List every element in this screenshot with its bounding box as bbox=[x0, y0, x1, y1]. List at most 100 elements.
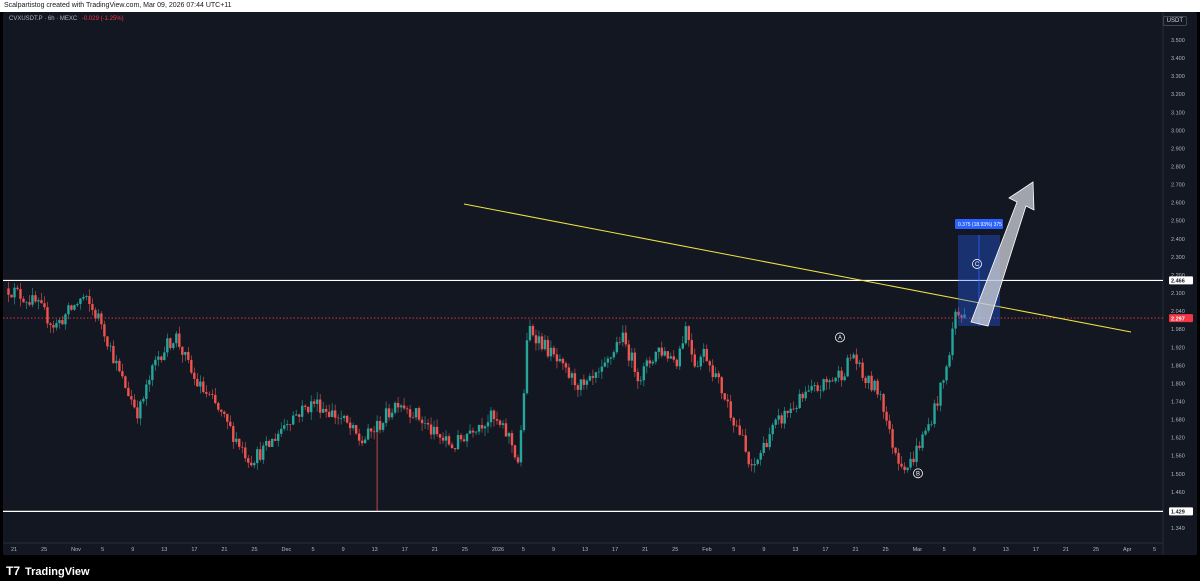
candle-body bbox=[456, 435, 460, 450]
candle-body bbox=[220, 409, 223, 412]
y-tick-label: 2.800 bbox=[1171, 165, 1185, 171]
caption-text: Scalpartistog created with TradingView.c… bbox=[4, 2, 232, 9]
candle-body bbox=[468, 430, 472, 434]
candle-body bbox=[963, 314, 966, 318]
x-tick-label: Mar bbox=[913, 547, 923, 553]
candle-body bbox=[169, 338, 172, 349]
candle-body bbox=[199, 381, 202, 387]
candle-body bbox=[79, 298, 82, 304]
wave-label-circle bbox=[972, 259, 982, 269]
candle-body bbox=[768, 434, 771, 448]
candle-body bbox=[618, 342, 622, 343]
candle-body bbox=[393, 402, 397, 413]
candle-body bbox=[163, 352, 166, 361]
candle-body bbox=[513, 445, 517, 458]
candle-body bbox=[609, 357, 613, 359]
candle-body bbox=[238, 438, 241, 447]
candle-body bbox=[375, 420, 379, 433]
candle-body bbox=[636, 371, 640, 382]
y-tick-label: 3.100 bbox=[1171, 110, 1185, 116]
candle-body bbox=[268, 441, 271, 447]
y-tick-label: 3.200 bbox=[1171, 92, 1185, 98]
candle-body bbox=[606, 358, 610, 363]
trendline[interactable] bbox=[463, 203, 1132, 333]
candle-body bbox=[936, 403, 939, 406]
x-tick-label: 9 bbox=[973, 547, 976, 553]
candle-body bbox=[444, 436, 448, 441]
candle-body bbox=[942, 380, 945, 383]
wave-label-circle bbox=[913, 468, 923, 479]
y-tick-label: 2.100 bbox=[1171, 291, 1185, 297]
candle-body bbox=[127, 387, 130, 397]
candle-body bbox=[435, 426, 439, 435]
candle-body bbox=[867, 375, 870, 384]
candle-body bbox=[157, 356, 160, 360]
candle-body bbox=[525, 340, 529, 394]
candle-body bbox=[522, 393, 526, 431]
candle-body bbox=[888, 420, 891, 430]
candle-body bbox=[402, 405, 406, 409]
candle-body bbox=[813, 385, 816, 387]
brand-name: TradingView bbox=[25, 566, 90, 578]
candle-body bbox=[10, 294, 13, 298]
x-tick-label: 5 bbox=[732, 547, 735, 553]
candle-body bbox=[420, 419, 424, 424]
candle-body bbox=[217, 403, 220, 410]
price-chart[interactable]: 3.500 3.400 3.300 3.200 3.100 3.000 2.900 2.800… bbox=[3, 12, 1197, 555]
candle-body bbox=[774, 419, 777, 425]
candle-body bbox=[741, 434, 744, 436]
x-tick-label: 21 bbox=[221, 547, 227, 553]
candle-body bbox=[139, 401, 142, 419]
candle-body bbox=[552, 347, 556, 355]
candle-body bbox=[840, 370, 843, 381]
x-tick-label: Dec bbox=[281, 547, 291, 553]
candle-body bbox=[747, 451, 750, 465]
x-tick-label: 9 bbox=[131, 547, 134, 553]
candle-body bbox=[921, 434, 924, 448]
candle-body bbox=[52, 324, 55, 328]
symbol-legend: CVXUSDT.P · 6h · MEXC -0.029 (-1.25%) bbox=[9, 16, 124, 22]
candle-body bbox=[771, 424, 774, 435]
candle-body bbox=[792, 408, 795, 410]
projection-arrow-icon[interactable] bbox=[970, 181, 1035, 327]
candle-body bbox=[357, 433, 361, 441]
candle-body bbox=[585, 380, 589, 385]
x-tick-label: 17 bbox=[1033, 547, 1039, 553]
candle-body bbox=[681, 343, 684, 349]
candle-body bbox=[172, 343, 175, 349]
chart-area[interactable]: 3.500 3.400 3.300 3.200 3.100 3.000 2.900 2.800… bbox=[3, 12, 1197, 555]
candle-body bbox=[366, 428, 370, 440]
candle-body bbox=[633, 352, 637, 372]
candle-body bbox=[819, 390, 822, 392]
candle-body bbox=[405, 408, 409, 410]
x-tick-label: 25 bbox=[672, 547, 678, 553]
candle-body bbox=[822, 379, 825, 391]
y-tick-label: 1.620 bbox=[1171, 436, 1185, 442]
y-tick-label: 1.920 bbox=[1171, 345, 1185, 351]
candle-body bbox=[295, 414, 298, 416]
candle-body bbox=[289, 424, 292, 425]
candle-body bbox=[121, 371, 124, 377]
x-tick-label: 5 bbox=[522, 547, 525, 553]
candle-body bbox=[250, 462, 253, 466]
y-tick-label: 2.300 bbox=[1171, 255, 1185, 261]
wave-label: B bbox=[916, 472, 920, 478]
candle-body bbox=[933, 403, 936, 424]
y-tick-label: 1.860 bbox=[1171, 363, 1185, 369]
x-tick-label: 13 bbox=[161, 547, 167, 553]
candle-body bbox=[292, 415, 295, 425]
candle-body bbox=[283, 425, 286, 429]
x-tick-label: 17 bbox=[402, 547, 408, 553]
x-tick-label: 9 bbox=[342, 547, 345, 553]
tradingview-logo[interactable]: T7 TradingView bbox=[6, 563, 90, 578]
candle-body bbox=[411, 417, 415, 418]
candle-body bbox=[912, 458, 915, 463]
candle-body bbox=[408, 409, 412, 418]
y-tick-label: 2.040 bbox=[1171, 309, 1185, 315]
candle-body bbox=[594, 372, 598, 378]
y-tick-label: 2.600 bbox=[1171, 201, 1185, 207]
x-tick-label: 21 bbox=[432, 547, 438, 553]
currency-badge[interactable]: USDT bbox=[1162, 16, 1187, 26]
candle-body bbox=[654, 351, 658, 362]
